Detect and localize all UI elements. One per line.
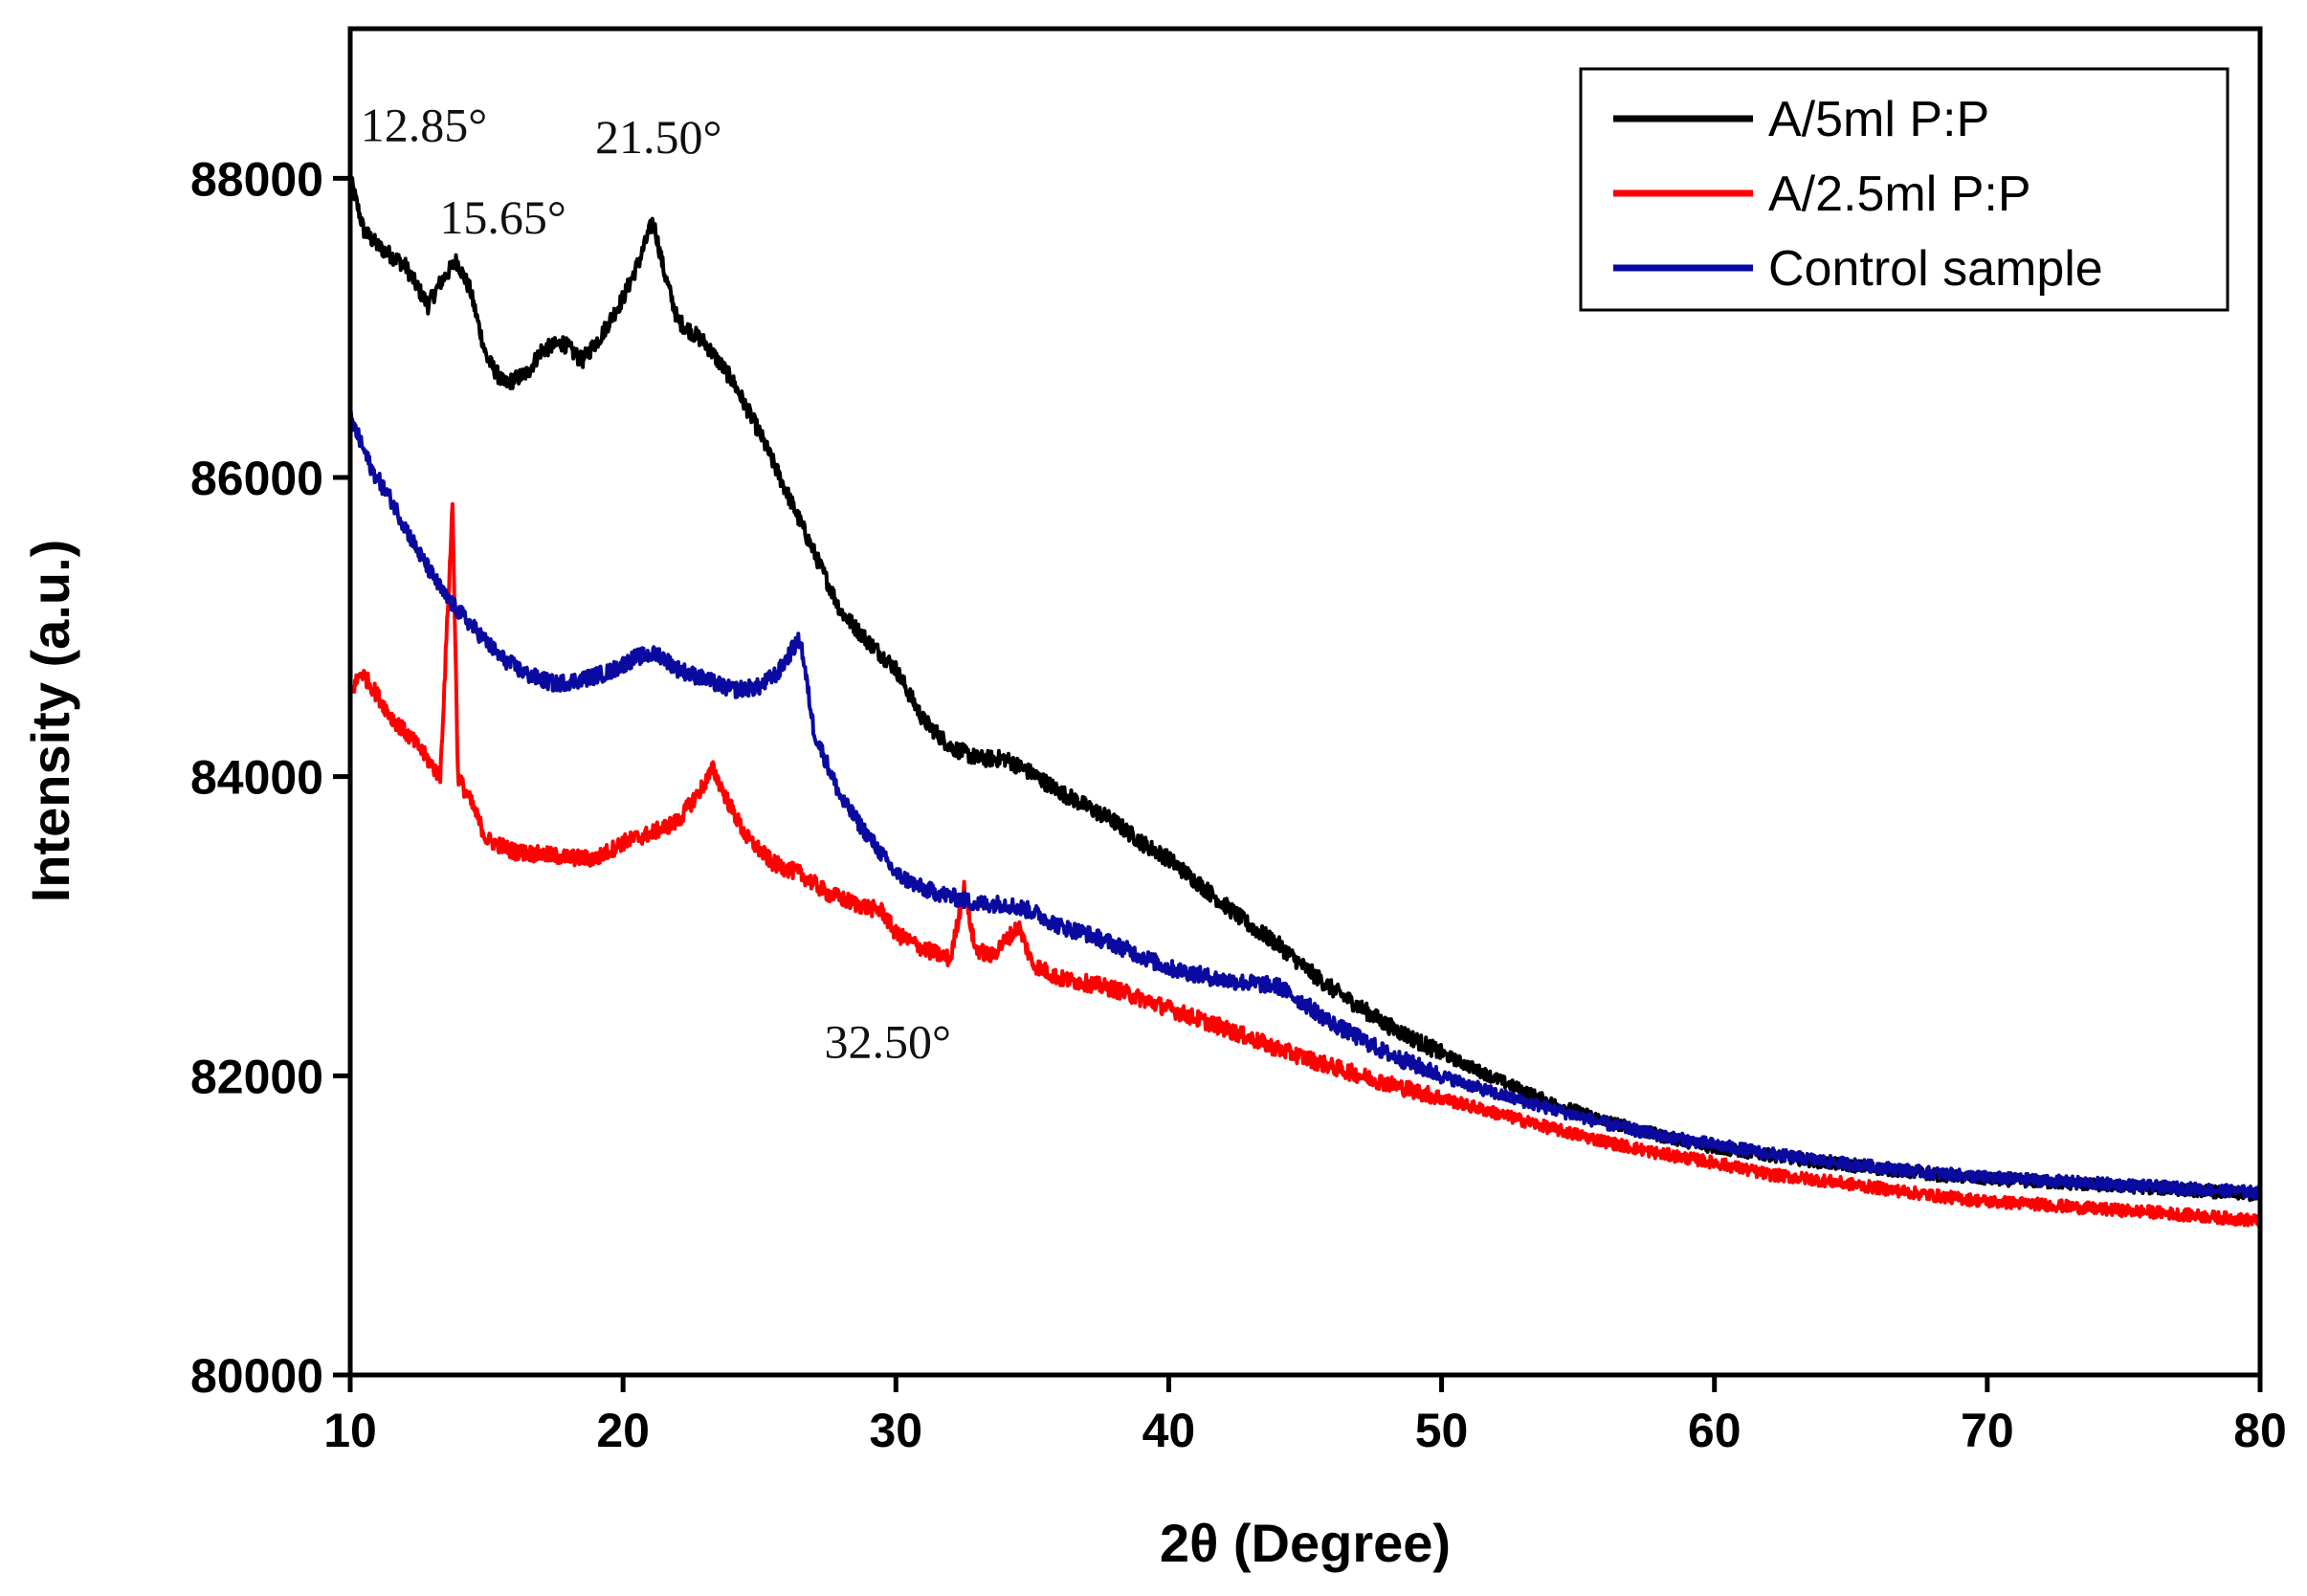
peak-annotation: 15.65° bbox=[439, 190, 566, 244]
x-axis-title: 2θ (Degree) bbox=[1160, 1513, 1451, 1573]
x-tick-label: 50 bbox=[1415, 1404, 1469, 1457]
x-tick-label: 20 bbox=[596, 1404, 650, 1457]
x-tick-label: 70 bbox=[1961, 1404, 2014, 1457]
x-tick-label: 40 bbox=[1142, 1404, 1196, 1457]
series-layer bbox=[348, 175, 2262, 1228]
legend-label: A/5ml P:P bbox=[1768, 92, 1989, 147]
legend: A/5ml P:P A/2.5ml P:P Control sample bbox=[1579, 67, 2229, 312]
ticks-layer: 10 20 30 40 50 60 70 80 80000 82000 84000 86000 8800… bbox=[190, 152, 2287, 1457]
x-tick-label: 60 bbox=[1688, 1404, 1741, 1457]
peak-annotation: 32.50° bbox=[824, 1015, 951, 1069]
y-axis-title: Intensity (a.u.) bbox=[20, 540, 80, 903]
y-tick-label: 88000 bbox=[190, 152, 323, 206]
annotation-layer: 12.85° 15.65° 21.50° 32.50° bbox=[361, 98, 951, 1068]
y-tick-label: 86000 bbox=[190, 452, 323, 505]
plot-frame bbox=[347, 26, 2263, 1378]
legend-label: Control sample bbox=[1768, 241, 2103, 297]
series-line-0 bbox=[348, 175, 2262, 1203]
x-tick-label: 80 bbox=[2233, 1404, 2287, 1457]
series-line-2 bbox=[348, 409, 2262, 1201]
y-tick-label: 84000 bbox=[190, 751, 323, 805]
y-tick-label: 82000 bbox=[190, 1050, 323, 1103]
legend-label: A/2.5ml P:P bbox=[1768, 166, 2031, 222]
x-tick-label: 30 bbox=[869, 1404, 922, 1457]
series-line-1 bbox=[348, 501, 2262, 1228]
peak-annotation: 21.50° bbox=[595, 110, 722, 164]
y-tick-label: 80000 bbox=[190, 1349, 323, 1403]
x-tick-label: 10 bbox=[323, 1404, 377, 1457]
peak-annotation: 12.85° bbox=[361, 98, 488, 151]
